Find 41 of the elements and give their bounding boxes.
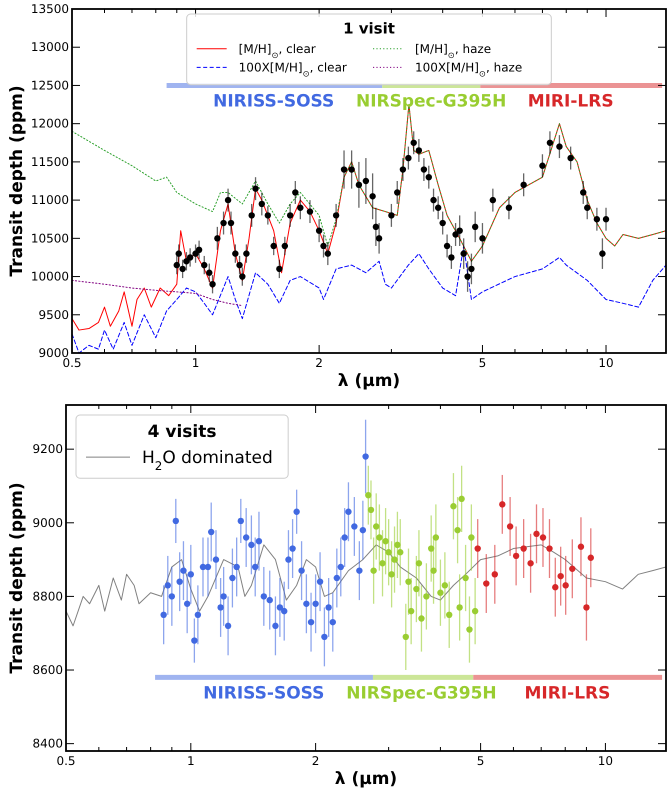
y-axis-title: Transit depth (ppm) [7,85,27,277]
y-tick-label: 13500 [30,2,69,16]
x-axis-title: λ (μm) [334,769,398,789]
annotation: MIRI-LRS [528,91,614,112]
legend-title: 4 visits [148,422,217,442]
y-tick-label: 11000 [30,193,69,208]
legend-label: H$_{2}$O dominated [142,448,273,474]
x-tick-label: 1 [186,754,195,768]
x-tick-label: 10 [598,356,614,370]
y-tick-label: 9500 [38,308,69,322]
y-tick-label: 13000 [30,40,69,54]
y-tick-label: 8600 [32,663,63,678]
legend-label: 100X[M/H]$_{⊙}$, clear [238,60,347,79]
y-tick-label: 9000 [32,516,63,530]
y-tick-label: 10500 [30,231,69,246]
annotation: NIRSpec-G395H [356,91,506,112]
x-tick-label: 0.5 [56,754,76,768]
legend-label: 100X[M/H]$_{⊙}$, haze [415,60,522,79]
x-tick-label: 2 [312,754,320,768]
x-tick-label: 5 [478,356,486,370]
y-tick-label: 9200 [32,442,63,456]
legend-label: [M/H]$_{⊙}$, haze [415,42,492,60]
x-tick-label: 1 [192,356,200,370]
y-axis-title: Transit depth (ppm) [7,482,27,674]
x-tick-label: 0.5 [62,356,82,370]
y-tick-label: 8800 [32,589,63,604]
y-tick-label: 12500 [30,78,69,92]
y-tick-label: 8400 [32,736,63,751]
y-tick-label: 12000 [30,116,69,131]
x-tick-label: 2 [315,356,323,370]
y-tick-label: 11500 [30,154,69,169]
x-tick-label: 5 [476,754,484,768]
annotation: MIRI-LRS [524,683,610,704]
x-tick-label: 10 [598,754,614,768]
x-axis-title: λ (μm) [338,371,400,391]
annotation: NIRSpec-G395H [346,683,497,704]
annotation: NIRISS-SOSS [203,683,324,704]
y-tick-label: 10000 [30,270,69,284]
legend-title: 1 visit [343,20,395,38]
legend-label: [M/H]$_{⊙}$, clear [238,42,316,60]
annotation: NIRISS-SOSS [213,91,334,112]
